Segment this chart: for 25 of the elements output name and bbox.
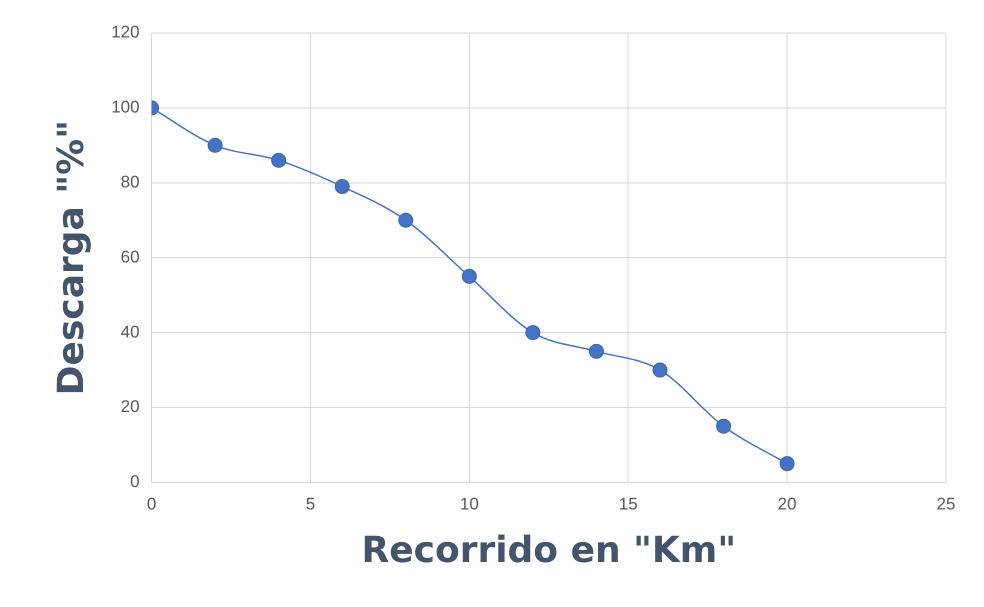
point [716, 418, 732, 434]
y-tick-label: 40 [120, 322, 140, 342]
point [780, 456, 795, 472]
x-tick-label: 0 [146, 494, 156, 514]
x-tick-label: 20 [778, 494, 797, 514]
point [271, 152, 286, 168]
x-tick-label: 15 [618, 494, 638, 514]
point [398, 212, 414, 228]
point [588, 344, 604, 359]
y-tick-label: 100 [111, 98, 140, 117]
y-tick-label: 20 [120, 397, 140, 416]
x-axis-title: Recorrido en "Km" [361, 530, 736, 571]
y-tick-label: 0 [130, 472, 140, 492]
point [462, 268, 477, 284]
y-axis-title: Descarga "%" [50, 120, 92, 396]
point [525, 325, 540, 340]
y-tick-label: 120 [111, 22, 140, 42]
point [652, 362, 668, 378]
point [334, 179, 350, 194]
y-tick-label: 80 [120, 172, 140, 192]
y-tick-label: 60 [120, 247, 140, 266]
x-tick-label: 10 [460, 494, 479, 514]
point [208, 138, 223, 153]
x-tick-label: 5 [306, 494, 316, 514]
x-tick-label: 25 [936, 494, 956, 514]
